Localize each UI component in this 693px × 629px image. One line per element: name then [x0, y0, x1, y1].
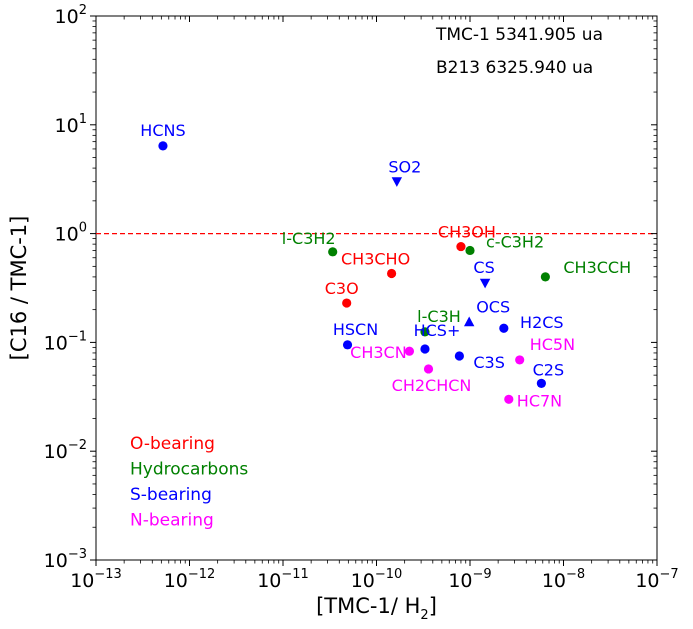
data-point-c3s [454, 351, 464, 361]
y-tick-label: 10−1 [44, 329, 87, 354]
data-label-ocs: OCS [476, 298, 510, 317]
annotation-box: TMC-1 5341.905 ua B213 6325.940 ua [435, 25, 603, 78]
y-axis: 10−3 10−2 10−1 100 101 102 [44, 3, 657, 572]
x-tick-label: 10−10 [351, 567, 403, 592]
x-axis-title: [TMC-1/ H2] [316, 594, 437, 623]
x-tick-label: 10−7 [635, 567, 678, 592]
y-tick-label: 100 [55, 221, 87, 246]
x-tick-label: 10−13 [70, 567, 122, 592]
y-tick-label: 101 [55, 112, 87, 137]
x-axis: 10−13 10−12 10−11 10−10 10−9 10−8 10−7 [70, 16, 679, 592]
x-axis-title-suffix: ] [429, 594, 437, 618]
legend-entry-n-bearing: N-bearing [130, 511, 214, 531]
data-point-hcns [158, 141, 168, 151]
data-point-ch3cch [540, 272, 550, 282]
annotation-tmc1: TMC-1 5341.905 ua [435, 25, 603, 45]
data-point-ocs [463, 316, 475, 327]
x-tick-label: 10−8 [542, 567, 585, 592]
y-axis-title: [C16 / TMC-1] [7, 216, 31, 361]
y-tick-label: 102 [55, 3, 87, 28]
y-tick-label: 10−2 [44, 438, 87, 463]
data-label-c-c3h2: c-C3H2 [486, 232, 544, 251]
annotation-b213: B213 6325.940 ua [436, 58, 593, 78]
data-point-cs [479, 278, 491, 289]
data-label-hscn: HSCN [333, 320, 378, 339]
data-label-hc5n: HC5N [530, 335, 575, 354]
x-tick-label: 10−11 [257, 567, 309, 592]
data-label-h2cs: H2CS [520, 313, 564, 332]
x-tick-label: 10−12 [164, 567, 216, 592]
data-label-ch3cho: CH3CHO [341, 249, 410, 268]
data-label-c3s: C3S [473, 353, 505, 372]
data-point-h2cs [499, 323, 509, 333]
data-label-hcns: HCNS [140, 121, 185, 140]
data-label-c2s: C2S [533, 360, 565, 379]
data-label-so2: SO2 [388, 158, 421, 177]
data-point-ch2chcn [423, 364, 434, 374]
legend-entry-s-bearing: S-bearing [130, 485, 212, 505]
data-label-l-c3h2: l-C3H2 [282, 229, 336, 248]
legend-entry-o-bearing: O-bearing [130, 434, 215, 454]
data-point-ch3oh [456, 241, 466, 252]
data-label-ch3oh: CH3OH [438, 223, 496, 242]
data-label-c3o: C3O [325, 279, 359, 298]
x-axis-title-subscript: 2 [420, 608, 428, 623]
legend-entry-hydrocarbons: Hydrocarbons [130, 460, 248, 480]
x-axis-title-prefix: [TMC-1/ H [316, 594, 420, 618]
legend: O-bearing Hydrocarbons S-bearing N-beari… [130, 434, 248, 531]
data-point-hscn [342, 340, 353, 350]
data-label-ch3cn: CH3CN [350, 343, 407, 362]
data-point-c-c3h2 [465, 245, 475, 256]
data-label-ch3cch: CH3CCH [563, 258, 631, 277]
data-label-l-c3h: l-C3H [417, 307, 461, 326]
data-point-c2s [536, 378, 546, 388]
y-tick-label: 10−3 [44, 547, 87, 572]
data-label-cs: CS [473, 258, 494, 277]
data-point-ch3cho [386, 268, 397, 279]
data-label-hc7n: HC7N [517, 391, 562, 410]
data-point-ch3cn [404, 346, 415, 356]
data-point-hc5n [515, 355, 525, 365]
data-point-hc7n [504, 394, 514, 404]
data-label-hcs: HCS+ [414, 321, 461, 340]
data-point-l-c3h [420, 327, 430, 337]
data-point-c3o [342, 298, 352, 308]
data-point-l-c3h2 [328, 247, 338, 257]
data-point-so2 [391, 177, 403, 187]
data-point-hcs [420, 344, 430, 354]
x-tick-label: 10−9 [448, 567, 491, 592]
data-label-ch2chcn: CH2CHCN [392, 376, 472, 395]
